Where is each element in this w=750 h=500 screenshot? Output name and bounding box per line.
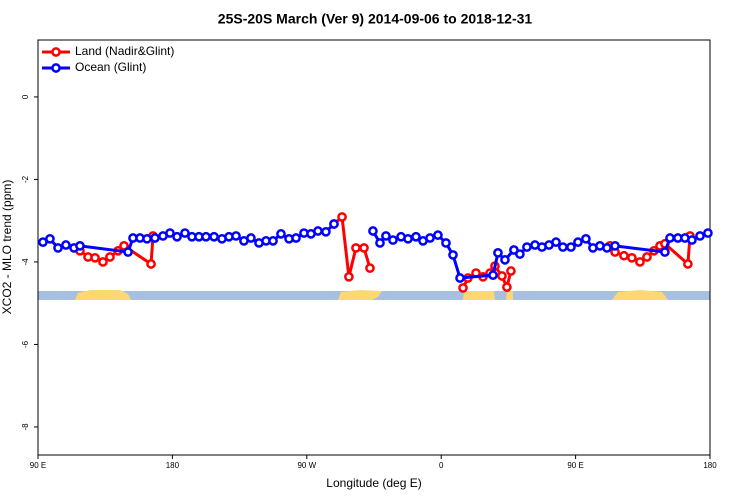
- data-point: [602, 243, 612, 253]
- data-point: [488, 270, 498, 280]
- data-point: [683, 259, 693, 269]
- data-point: [365, 263, 375, 273]
- data-point: [209, 231, 219, 242]
- data-point: [581, 233, 591, 244]
- data-point: [231, 231, 241, 241]
- legend-label: Ocean (Glint): [75, 60, 146, 74]
- data-point: [344, 271, 354, 282]
- data-point: [150, 233, 160, 243]
- data-point: [619, 250, 629, 261]
- data-point: [201, 231, 211, 242]
- x-tick-label: 90 W: [297, 461, 316, 470]
- data-point: [165, 228, 175, 238]
- data-point: [558, 242, 568, 252]
- data-point: [635, 257, 645, 267]
- data-point: [458, 283, 468, 293]
- land-strip: [612, 290, 668, 300]
- data-point: [403, 233, 413, 244]
- data-point: [522, 242, 532, 252]
- chart-title: 25S-20S March (Ver 9) 2014-09-06 to 2018…: [218, 11, 533, 27]
- data-point: [375, 238, 385, 248]
- land-mask: [38, 290, 710, 300]
- data-point: [276, 229, 286, 239]
- data-point: [411, 231, 421, 242]
- data-point: [105, 252, 115, 262]
- data-point: [502, 282, 512, 292]
- data-point: [642, 252, 652, 262]
- data-point: [703, 228, 713, 238]
- data-point: [351, 243, 361, 253]
- data-point: [441, 238, 451, 248]
- data-point: [142, 233, 152, 244]
- x-tick-label: 90 E: [567, 461, 583, 470]
- data-point: [381, 231, 391, 241]
- data-point: [45, 233, 55, 244]
- y-axis-label: XCO2 - MLO trend (ppm): [0, 180, 14, 315]
- x-tick-label: 180: [166, 461, 180, 470]
- plot-frame: [37, 39, 711, 456]
- data-point: [291, 233, 301, 243]
- land-strip: [75, 290, 131, 300]
- legend-marker: [51, 63, 61, 73]
- data-point: [448, 250, 458, 260]
- data-point: [433, 230, 443, 240]
- land-strip: [506, 291, 513, 300]
- y-tick-label: -4: [21, 258, 30, 266]
- data-point: [551, 237, 561, 247]
- data-point: [506, 266, 516, 276]
- data-point: [627, 252, 637, 263]
- data-point: [368, 226, 378, 236]
- x-tick-label: 0: [439, 461, 444, 470]
- x-tick-label: 90 E: [30, 461, 46, 470]
- data-point: [123, 247, 133, 257]
- data-point: [329, 219, 339, 229]
- data-point: [687, 235, 697, 245]
- y-tick-label: -2: [21, 175, 30, 183]
- data-point: [180, 228, 190, 238]
- land-strip: [338, 290, 382, 300]
- data-point: [500, 255, 510, 265]
- x-tick-label: 180: [703, 461, 717, 470]
- data-point: [493, 248, 503, 258]
- data-point: [660, 247, 670, 257]
- data-point: [610, 240, 620, 251]
- data-point: [268, 236, 278, 246]
- data-point: [455, 273, 465, 283]
- legend: Land (Nadir&Glint) Ocean (Glint): [42, 44, 174, 74]
- data-point: [337, 212, 347, 222]
- y-tick-label: 0: [21, 94, 30, 99]
- data-point: [246, 233, 256, 243]
- x-axis-label: Longitude (deg E): [326, 476, 421, 490]
- y-tick-label: -6: [21, 340, 30, 348]
- data-point: [566, 242, 576, 252]
- data-point: [146, 259, 156, 269]
- data-point: [75, 240, 85, 251]
- y-tick-label: -8: [21, 423, 30, 431]
- data-point: [388, 235, 398, 245]
- data-point: [573, 237, 583, 247]
- data-point: [425, 233, 435, 243]
- data-point: [515, 249, 525, 259]
- data-point: [98, 257, 108, 267]
- legend-label: Land (Nadir&Glint): [75, 44, 174, 58]
- data-point: [359, 243, 369, 253]
- data-point: [695, 231, 705, 241]
- data-point: [313, 226, 323, 236]
- land-strip: [463, 291, 495, 300]
- data-point: [53, 243, 63, 253]
- data-point: [61, 240, 71, 250]
- data-point: [321, 226, 331, 237]
- data-point: [665, 233, 675, 243]
- legend-marker: [51, 47, 61, 57]
- data-point: [497, 271, 507, 281]
- data-point: [90, 252, 100, 263]
- data-point: [172, 231, 182, 242]
